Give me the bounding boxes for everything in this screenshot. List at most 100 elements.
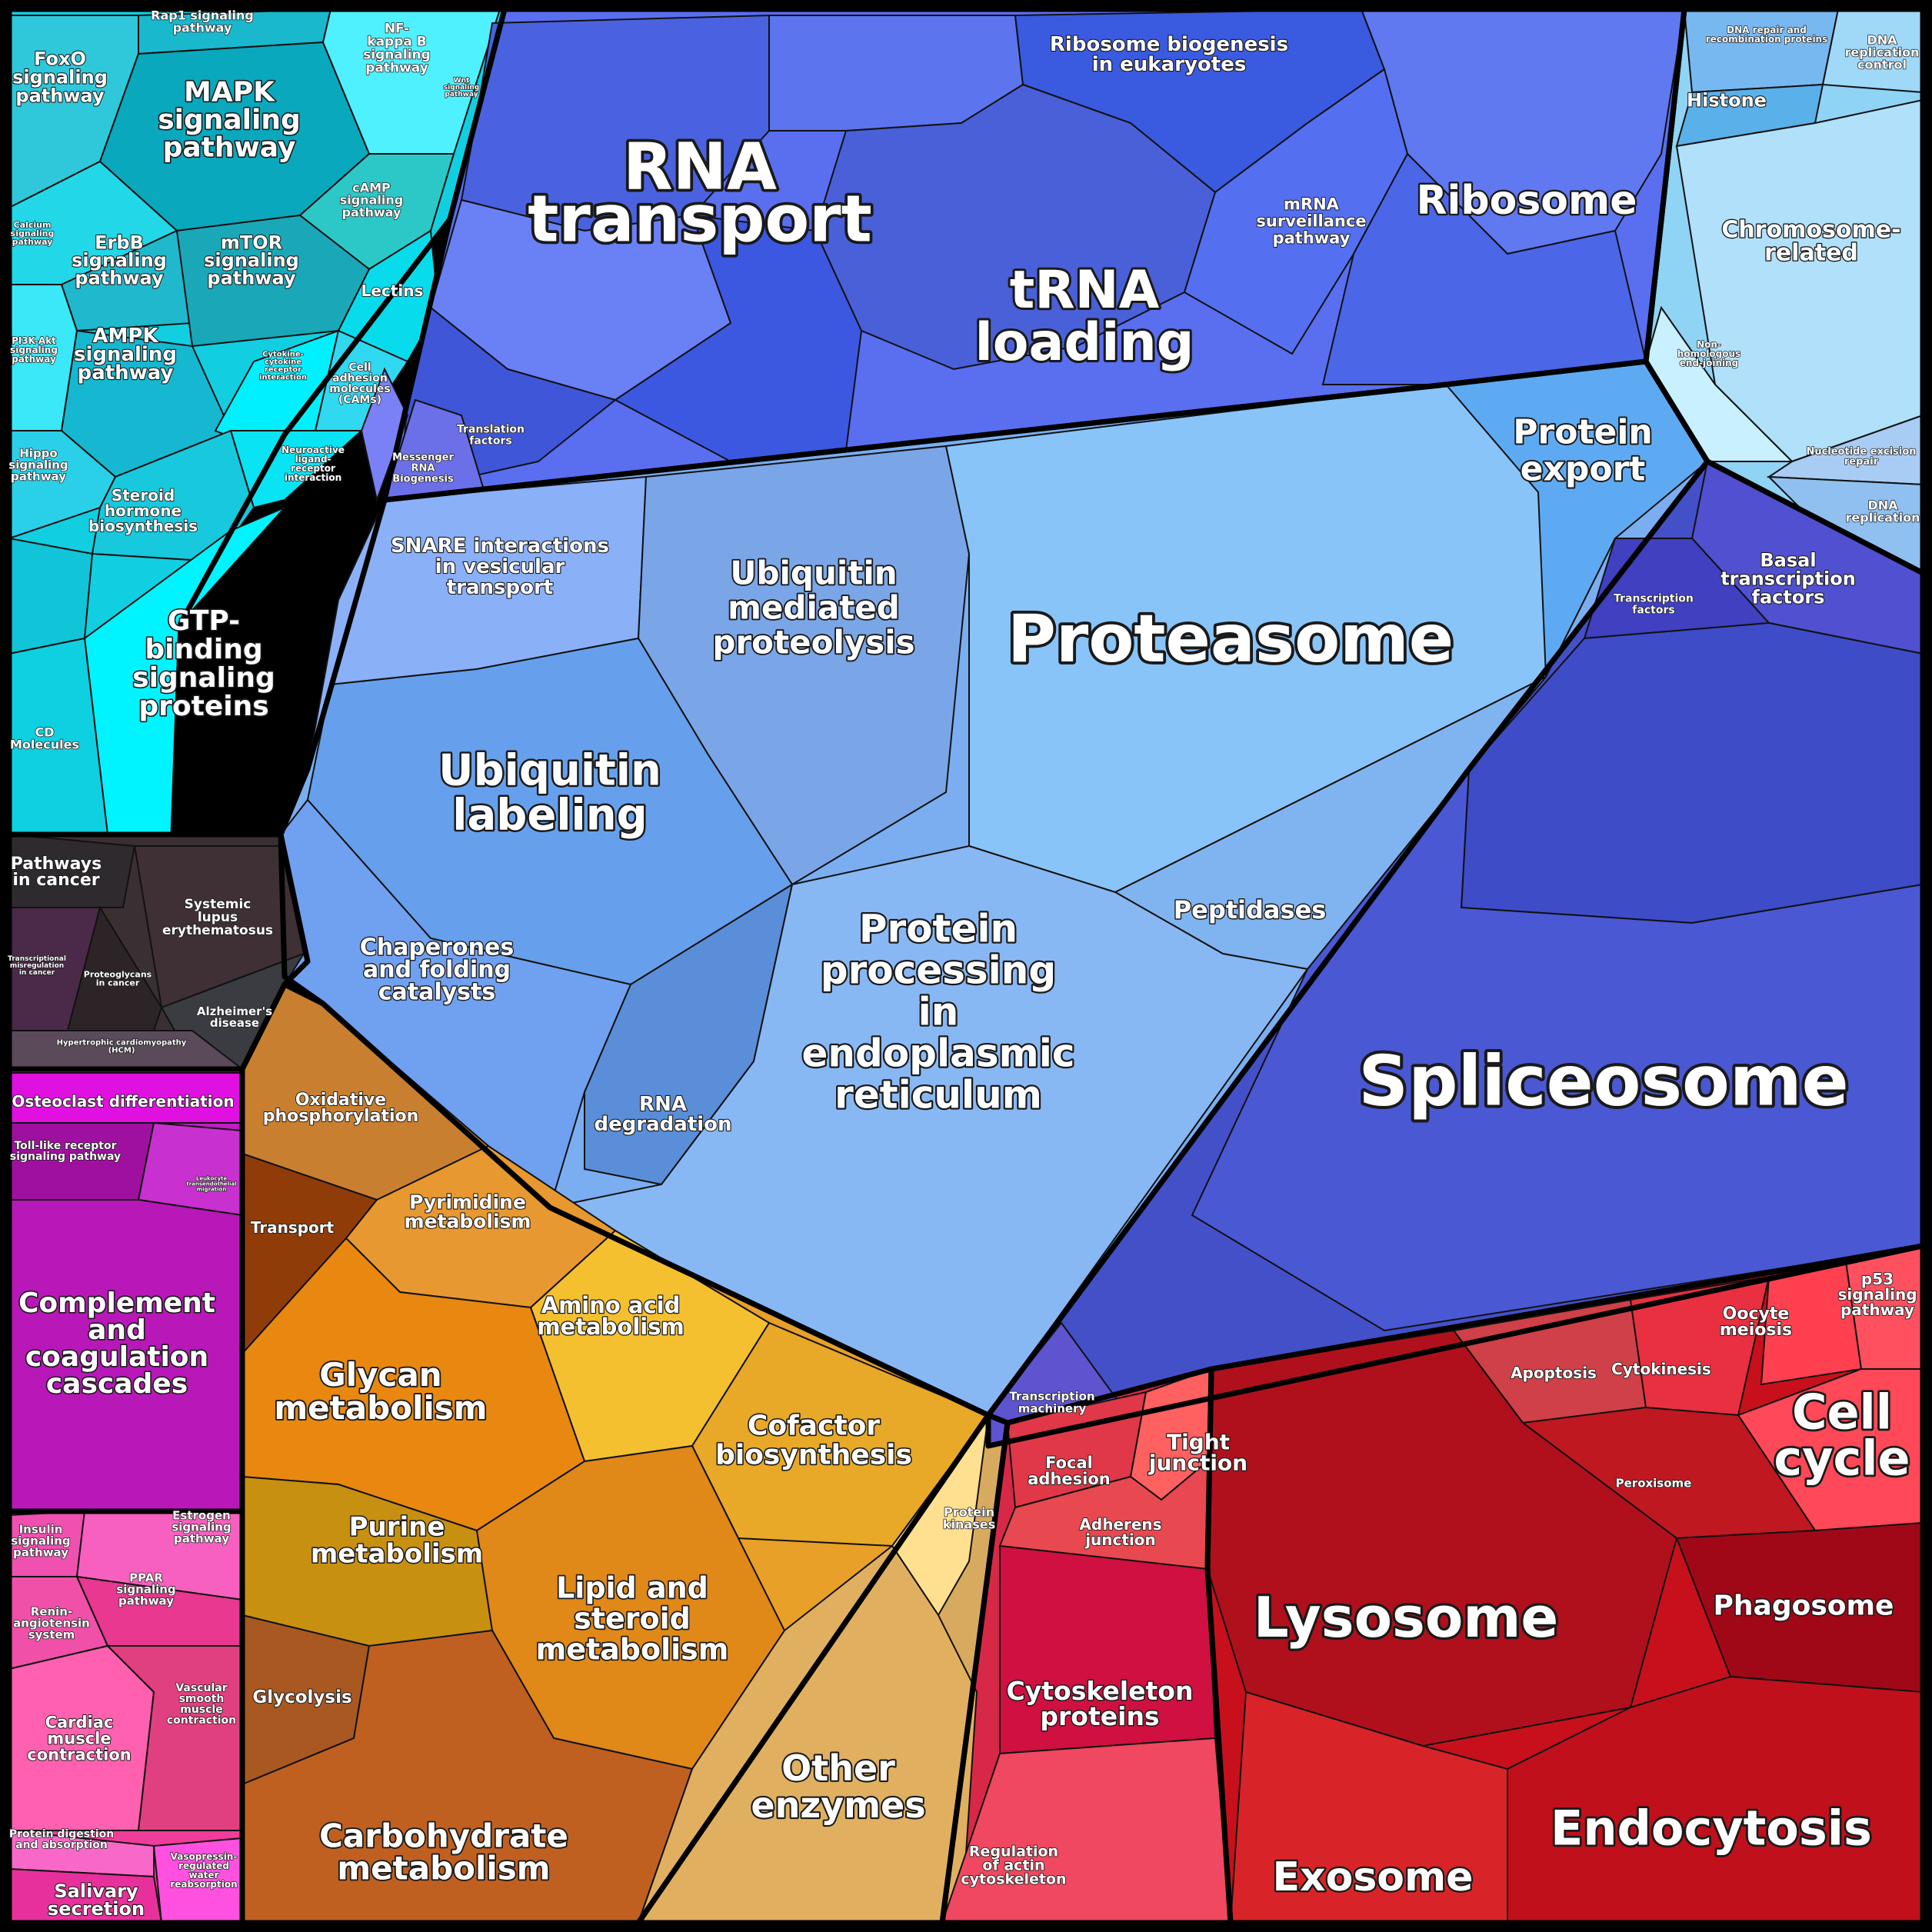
label-protein-processing-er: Protein processing in endoplasmic reticulum [802,907,1075,1118]
label-gtp-binding: GTP-binding signaling proteins [132,605,275,722]
label-ampk: AMPK signaling pathway [74,325,177,385]
label-ppar: PPAR signaling pathway [116,1571,175,1607]
label-mrna-surveillance: mRNA surveillance pathway [1256,195,1366,247]
label-oocyte-meiosis: Oocyte meiosis [1720,1304,1792,1340]
label-carbohydrate: Carbohydrate metabolism [319,1817,568,1887]
label-apoptosis: Apoptosis [1511,1364,1597,1382]
label-regulation-actin: Regulation of actin cytoskeleton [961,1844,1066,1888]
label-chaperones: Chaperones and folding catalysts [360,934,514,1006]
label-wnt: Wnt signaling pathway [444,77,479,98]
label-amino-acid: Amino acid metabolism [537,1292,684,1340]
label-glycan: Glycan metabolism [274,1356,487,1427]
label-cd-molecules: CD Molecules [10,725,79,752]
label-renin: Renin-angiotensin system [13,1604,90,1641]
label-messenger-rna-biogenesis: Messenger RNA Biogenesis [392,452,454,485]
label-ubiquitin-mediated: Ubiquitin mediated proteolysis [712,555,914,661]
label-protein-digestion: Protein digestion and absorption [9,1828,114,1851]
label-cytokinesis: Cytokinesis [1611,1360,1711,1378]
label-spliceosome: Spliceosome [1358,1041,1848,1122]
labels: RNA transport tRNA loading Ribosome Riboso… [7,8,1920,1920]
label-hcm: Hypertrophic cardiomyopathy (HCM) [57,1039,187,1055]
label-translation-factors: Translation factors [457,423,525,447]
label-mtor: mTOR signaling pathway [204,232,299,288]
label-vascular: Vascular smooth muscle contraction [167,1682,236,1727]
label-trna-loading: tRNA loading [975,260,1194,373]
label-rna-transport: RNA transport [528,128,871,256]
cell-ribosome-2 [1321,152,1647,385]
label-dna-replication-control: DNA replication control [1845,33,1920,72]
label-cytoskeleton-proteins: Cytoskeleton proteins [1007,1676,1194,1731]
label-focal-adhesion: Focal adhesion [1028,1454,1110,1488]
label-pyrimidine: Pyrimidine metabolism [405,1191,531,1232]
label-transcription-factors: Transcription factors [1614,592,1694,616]
label-tight-junction: Tight junction [1148,1429,1247,1475]
label-estrogen: Estrogen signaling pathway [172,1508,231,1545]
label-nucleotide-excision-repair: Nucleotide excision repair [1806,446,1916,468]
label-cytokine: Cytokine-cytokine receptor interaction [259,351,307,382]
label-adherens-junction: Adherens junction [1079,1515,1161,1549]
cell-dna-repair [1683,8,1840,94]
label-lupus: Systemic lupus erythematosus [162,897,273,938]
label-hippo: Hippo signaling pathway [8,446,68,483]
label-toll-like: Toll-like receptor signaling pathway [10,1140,121,1163]
cell-otherenz [637,1544,978,1924]
label-cofactor: Cofactor biosynthesis [715,1411,912,1471]
label-purine: Purine metabolism [311,1511,483,1569]
label-peroxisome: Peroxisome [1616,1476,1692,1490]
label-lectins: Lectins [361,281,424,300]
label-ribosome-biogenesis: Ribosome biogenesis in eukaryotes [1050,33,1288,76]
label-histone: Histone [1687,89,1767,111]
label-nonhomologous-end-joining: Non-homologous end-joining [1677,339,1740,368]
label-osteoclast: Osteoclast differentiation [12,1092,234,1111]
label-ubiquitin-labeling: Ubiquitin labeling [438,746,661,841]
label-cell-cycle: Cell cycle [1774,1384,1910,1487]
label-transcription-machinery: Transcription machinery [1009,1389,1094,1415]
label-rna-degradation: RNA degradation [594,1093,731,1136]
label-dna-repair-recombination: DNA repair and recombination proteins [1706,25,1828,45]
label-glycolysis: Glycolysis [252,1687,351,1707]
cell-er [547,844,1309,1417]
label-lipid-steroid: Lipid and steroid metabolism [536,1571,729,1666]
label-protein-kinases: Protein kinases [943,1505,995,1532]
label-basal-transcription-factors: Basal transcription factors [1720,549,1856,608]
label-transcriptional-misregulation: Transcriptional misregulation in cancer [8,955,66,977]
label-snare: SNARE interactions in vesicular transport [391,535,609,599]
label-camp: cAMP signaling pathway [340,181,403,220]
label-proteasome: Proteasome [1008,601,1454,678]
label-cardiac: Cardiac muscle contraction [27,1713,131,1764]
label-erbb: ErbB signaling pathway [72,232,167,288]
label-mapk: MAPK signaling pathway [158,77,301,164]
label-ribosome: Ribosome [1417,178,1637,224]
label-neuroactive: Neuroactive ligand-receptor interaction [281,445,345,483]
label-cams: Cell adhesion molecules (CAMs) [329,361,390,406]
label-exosome: Exosome [1273,1854,1474,1900]
label-chromosome-related: Chromosome-related [1721,217,1900,267]
label-alzheimers: Alzheimer's disease [197,1004,272,1030]
label-pi3k: PI3K-Akt signaling pathway [10,335,58,365]
label-p53: p53 signaling pathway [1837,1270,1917,1319]
label-vasopressin: Vasopressin-regulated water reabsorption [170,1851,237,1890]
label-complement: Complement and coagulation cascades [18,1287,215,1400]
label-peptidases: Peptidases [1174,895,1327,924]
label-dna-replication: DNA replication [1846,498,1920,525]
cell-misc1 [8,537,94,655]
label-endocytosis: Endocytosis [1551,1800,1872,1857]
label-protein-export: Protein export [1513,412,1652,488]
label-proteoglycans: Proteoglycans in cancer [84,969,152,988]
label-leukocyte: Leukocyte transendothelial migration [186,1175,236,1192]
label-oxidative-phosphorylation: Oxidative phosphorylation [263,1091,419,1126]
label-pathways-in-cancer: Pathways in cancer [11,854,102,890]
label-transport: Transport [251,1218,335,1237]
label-salivary: Salivary secretion [48,1880,145,1920]
sub-cells [8,8,1924,1924]
label-steroid-hormone: Steroid hormone biosynthesis [88,486,198,535]
cell-exosome [1229,1690,1508,1924]
label-rap1: Rap1 signaling pathway [151,8,254,35]
label-calcium: Calcium signaling pathway [11,220,55,247]
label-other-enzymes: Other enzymes [751,1747,925,1826]
label-foxo: FoxO signaling pathway [12,48,108,106]
label-lysosome: Lysosome [1254,1585,1558,1650]
